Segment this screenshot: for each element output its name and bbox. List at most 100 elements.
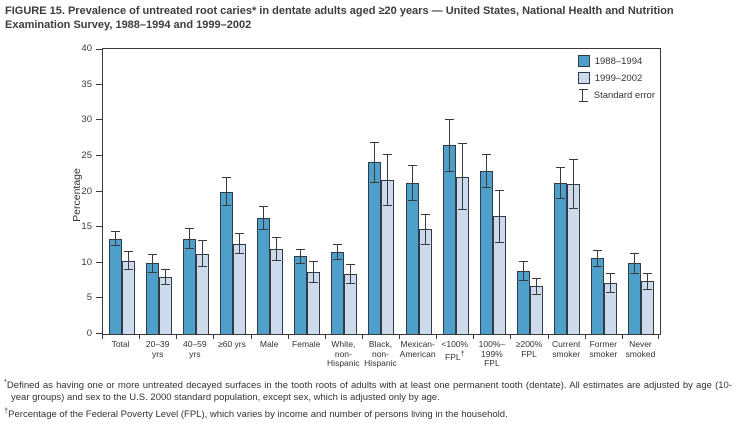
- bar-group: [103, 49, 140, 334]
- error-bar: [123, 251, 133, 270]
- bar-group: [363, 49, 400, 334]
- x-tick: [399, 335, 401, 339]
- error-bar: [197, 239, 207, 267]
- y-tick-label: 5: [86, 292, 92, 304]
- y-tick: [96, 261, 102, 263]
- x-tick-label: ≥60 yrs: [218, 339, 246, 349]
- bar-1988-1994: [442, 145, 456, 334]
- bar-1988-1994: [294, 256, 308, 334]
- bar-group: [252, 49, 289, 334]
- x-tick-label: Mexican- American: [399, 339, 436, 359]
- bar-1999-2002: [418, 229, 432, 334]
- y-tick: [96, 49, 102, 50]
- bar-group: [586, 49, 623, 334]
- bar-1988-1994: [257, 217, 271, 334]
- y-tick-label: 40: [81, 43, 92, 54]
- error-bar: [407, 165, 417, 201]
- x-tick-label: <100% FPL†: [441, 339, 469, 362]
- bar-group: [177, 49, 214, 334]
- x-tick-label: White, non- Hispanic: [327, 339, 360, 368]
- error-bar: [147, 254, 157, 273]
- y-tick: [96, 297, 102, 299]
- x-tick-label: Never smoked: [625, 339, 656, 359]
- bars-layer: [103, 49, 660, 334]
- y-tick: [96, 190, 102, 192]
- y-tick-label: 30: [81, 114, 92, 126]
- x-tick: [102, 335, 103, 339]
- x-tick: [213, 335, 215, 339]
- bar-group: [549, 49, 586, 334]
- error-bar: [160, 269, 170, 285]
- error-bar: [519, 260, 529, 281]
- bar-1999-2002: [121, 260, 135, 334]
- x-tick: [584, 335, 586, 339]
- y-tick-label: 35: [81, 78, 92, 90]
- error-bar: [184, 227, 194, 250]
- bar-group: [214, 49, 251, 334]
- legend-label: Standard error: [593, 90, 655, 101]
- bar-1999-2002: [270, 249, 284, 334]
- x-tick-label: 20–39 yrs: [145, 339, 170, 359]
- bar-1988-1994: [108, 238, 122, 334]
- error-bar: [606, 273, 616, 294]
- error-bar: [221, 177, 231, 206]
- footnote-text: Percentage of the Federal Poverty Level …: [8, 408, 508, 420]
- error-bar: [309, 261, 319, 283]
- x-tick: [658, 335, 659, 339]
- figure-title: FIGURE 15. Prevalence of untreated root …: [5, 5, 674, 31]
- x-tick: [436, 335, 438, 339]
- bar-group: [437, 49, 474, 334]
- x-tick: [621, 335, 623, 339]
- y-axis-tick-labels: 0 5 10 15 20 25 30 35 40: [70, 43, 92, 339]
- error-bar: [643, 272, 653, 290]
- error-bar: [444, 118, 454, 172]
- x-tick: [287, 335, 289, 339]
- bar-group: [289, 49, 326, 334]
- bar-1988-1994: [405, 182, 419, 334]
- x-tick-label: Former smoker: [589, 339, 618, 359]
- bar-1988-1994: [145, 263, 159, 334]
- legend-item-1988-1994: 1988–1994: [577, 55, 655, 67]
- bar-group: [400, 49, 437, 334]
- bar-group: [140, 49, 177, 334]
- bar-group: [511, 49, 548, 334]
- bar-1988-1994: [182, 238, 196, 334]
- footnote-fpl: †Percentage of the Federal Poverty Level…: [4, 405, 732, 421]
- bar-group: [326, 49, 363, 334]
- x-tick: [176, 335, 178, 339]
- x-tick-label: 40–59 yrs: [183, 339, 207, 359]
- error-bar: [481, 153, 491, 188]
- error-bar: [346, 264, 356, 285]
- x-tick-label: ≥200% FPL: [515, 339, 543, 359]
- error-bar: [383, 153, 393, 207]
- y-tick: [96, 226, 102, 228]
- y-tick-label: 15: [81, 221, 92, 233]
- bar-group: [474, 49, 511, 334]
- bar-1988-1994: [331, 252, 345, 334]
- error-bar: [593, 249, 603, 268]
- x-tick-label: Black, non- Hispanic: [364, 339, 397, 368]
- y-axis-tick-marks: [96, 49, 102, 334]
- legend-item-1999-2002: 1999–2002: [577, 72, 655, 84]
- y-tick: [96, 119, 102, 121]
- x-tick: [510, 335, 512, 339]
- x-tick-label: Female: [292, 339, 321, 349]
- y-tick: [96, 333, 102, 334]
- legend-label: 1988–1994: [594, 55, 643, 67]
- y-tick-label: 10: [81, 256, 92, 268]
- footnotes: *Defined as having one or more untreated…: [4, 376, 732, 421]
- footnote-definition: *Defined as having one or more untreated…: [4, 376, 732, 405]
- bar-1988-1994: [554, 182, 568, 334]
- error-bar: [532, 277, 542, 295]
- error-bar-icon: [578, 89, 588, 102]
- bar-1988-1994: [368, 162, 382, 334]
- error-bar: [110, 230, 120, 247]
- error-bar: [296, 248, 306, 265]
- legend-swatch-1999-2002: [577, 72, 590, 84]
- error-bar: [556, 166, 566, 200]
- error-bar: [630, 252, 640, 275]
- error-bar: [259, 205, 269, 230]
- y-tick: [96, 154, 102, 156]
- footnote-marker: †: [4, 405, 9, 415]
